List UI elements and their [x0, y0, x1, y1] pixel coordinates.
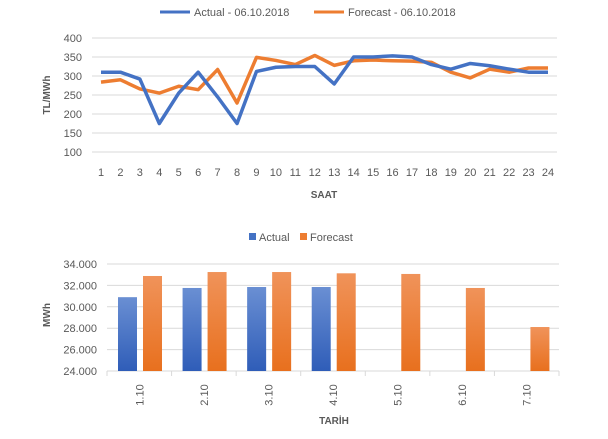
line-y-tick-label: 400 — [64, 33, 82, 45]
bar-y-tick-label: 28.000 — [63, 323, 97, 335]
line-y-tick-label: 350 — [64, 52, 82, 64]
line-x-tick-label: 17 — [406, 167, 418, 179]
line-chart: Actual - 06.10.2018 Forecast - 06.10.201… — [42, 7, 557, 201]
line-x-tick-label: 18 — [425, 167, 437, 179]
line-x-tick-label: 16 — [386, 167, 398, 179]
legend-forecast-label: Forecast — [310, 232, 353, 244]
bar-x-tick-label: 2.10 — [199, 384, 211, 405]
bar-x-axis-label: TARİH — [319, 414, 349, 427]
line-x-tick-label: 20 — [464, 167, 476, 179]
bar-actual — [118, 297, 137, 371]
line-x-tick-label: 2 — [117, 167, 123, 179]
line-x-tick-label: 24 — [542, 167, 554, 179]
line-y-tick-label: 200 — [64, 109, 82, 121]
bar-forecast — [336, 273, 356, 371]
bar-actual — [311, 287, 331, 371]
legend-forecast-label: Forecast - 06.10.2018 — [348, 7, 456, 19]
legend-actual-swatch — [249, 233, 256, 240]
line-x-tick-label: 1 — [98, 167, 104, 179]
bar-x-tick-label: 6.10 — [457, 384, 469, 405]
bar-chart: Actual Forecast 24.000 26.000 28.000 30.000… — [42, 232, 560, 427]
line-x-tick-label: 12 — [309, 167, 321, 179]
bar-y-tick-label: 30.000 — [63, 302, 97, 314]
line-x-tick-label: 15 — [367, 167, 379, 179]
bar-x-tick-label: 7.10 — [522, 384, 534, 405]
bar-forecast — [401, 273, 421, 371]
line-x-tick-label: 21 — [484, 167, 496, 179]
bar-x-tick-label: 5.10 — [393, 384, 405, 405]
bar-x-tick-label: 1.10 — [134, 384, 146, 405]
legend-actual-label: Actual — [259, 232, 290, 244]
line-x-tick-label: 22 — [503, 167, 515, 179]
bar-legend: Actual Forecast — [249, 232, 353, 244]
line-x-tick-label: 11 — [290, 167, 301, 179]
line-x-tick-label: 4 — [156, 167, 162, 179]
line-y-axis-label: TL/MWh — [42, 76, 53, 115]
bar-forecast — [143, 275, 162, 371]
bar-forecast — [272, 272, 292, 371]
bar-forecast — [465, 287, 485, 371]
line-x-tick-label: 7 — [215, 167, 221, 179]
series-line-actual — [101, 54, 548, 126]
bar-forecast — [530, 327, 550, 371]
line-x-tick-label: 19 — [445, 167, 457, 179]
line-x-tick-label: 3 — [137, 167, 143, 179]
line-x-tick-label: 5 — [176, 167, 182, 179]
bar-y-tick-label: 26.000 — [63, 345, 97, 357]
legend-forecast-swatch — [300, 233, 307, 240]
line-x-tick-label: 14 — [348, 167, 360, 179]
line-x-tick-label: 6 — [195, 167, 201, 179]
line-x-tick-label: 10 — [270, 167, 282, 179]
line-legend: Actual - 06.10.2018 Forecast - 06.10.201… — [160, 7, 456, 19]
line-y-tick-label: 300 — [64, 71, 82, 83]
legend-actual-label: Actual - 06.10.2018 — [194, 7, 289, 19]
bar-y-tick-label: 32.000 — [63, 280, 97, 292]
bar-actual — [182, 287, 202, 371]
bar-forecast — [207, 272, 227, 371]
line-x-tick-label: 23 — [522, 167, 534, 179]
line-y-tick-label: 100 — [64, 147, 82, 159]
line-x-tick-label: 8 — [234, 167, 240, 179]
line-x-tick-label: 9 — [253, 167, 259, 179]
line-y-tick-label: 250 — [64, 90, 82, 102]
bar-x-tick-label: 3.10 — [263, 384, 275, 405]
line-x-tick-label: 13 — [328, 167, 340, 179]
bar-y-axis-label: MWh — [42, 303, 53, 327]
bar-y-tick-label: 24.000 — [63, 366, 97, 378]
bar-actual — [247, 287, 267, 371]
bar-y-tick-label: 34.000 — [63, 259, 97, 271]
series-line-forecast — [100, 53, 548, 105]
line-y-tick-label: 150 — [64, 128, 82, 140]
line-x-axis-label: SAAT — [311, 190, 337, 201]
bar-x-tick-label: 4.10 — [328, 384, 340, 405]
